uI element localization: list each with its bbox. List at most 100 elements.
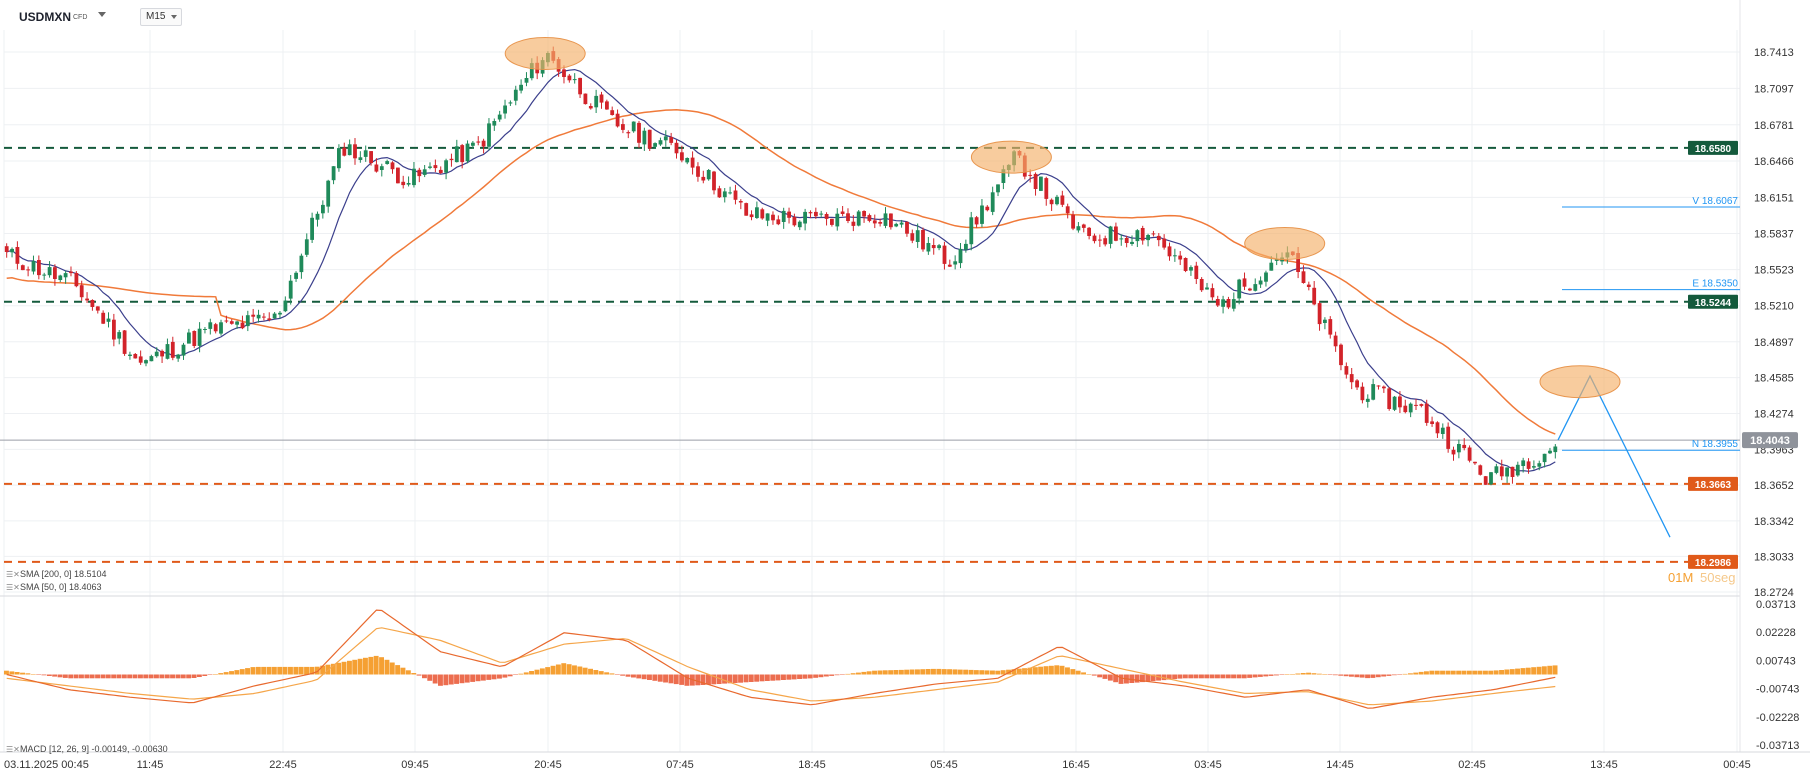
macd-histogram-bar bbox=[1268, 674, 1274, 676]
macd-histogram-bar bbox=[834, 674, 840, 676]
macd-histogram-bar bbox=[320, 665, 326, 675]
macd-histogram-bar bbox=[330, 663, 336, 675]
candle-body bbox=[1317, 303, 1322, 325]
candle-body bbox=[1199, 279, 1204, 291]
macd-histogram-bar bbox=[754, 674, 760, 682]
candle-body bbox=[1173, 255, 1177, 257]
macd-histogram-bar bbox=[1434, 670, 1440, 675]
macd-histogram-bar bbox=[159, 674, 165, 679]
macd-histogram-bar bbox=[952, 669, 958, 675]
candle-body bbox=[519, 84, 523, 91]
macd-histogram-bar bbox=[1091, 674, 1097, 676]
macd-legend[interactable]: ☰✕MACD [12, 26, 9] -0.00149, -0.00630 bbox=[6, 744, 168, 754]
timeframe-selector[interactable]: M15 bbox=[140, 8, 183, 26]
settings-close-icon[interactable]: ☰✕ bbox=[6, 570, 20, 579]
candle-body bbox=[572, 79, 577, 81]
settings-close-icon[interactable]: ☰✕ bbox=[6, 745, 20, 754]
resistance-level-1-tag bbox=[1688, 140, 1738, 155]
candle-body bbox=[144, 360, 148, 364]
macd-histogram-bar bbox=[604, 672, 610, 675]
macd-histogram-bar bbox=[1440, 670, 1445, 675]
macd-histogram-bar bbox=[459, 674, 465, 684]
candle-body bbox=[1521, 460, 1526, 466]
support-level-1-tag-label: 18.3663 bbox=[1695, 480, 1732, 491]
candle-body bbox=[728, 192, 732, 194]
macd-histogram-bar bbox=[432, 674, 438, 684]
candle-body bbox=[1382, 386, 1386, 389]
candle-body bbox=[390, 162, 395, 170]
candle-body bbox=[1076, 226, 1081, 231]
candle-body bbox=[942, 245, 947, 264]
macd-histogram-bar bbox=[304, 666, 309, 675]
candle-body bbox=[1457, 444, 1461, 453]
macd-histogram-bar bbox=[411, 673, 417, 675]
candle-body bbox=[1355, 380, 1359, 388]
sma50-legend[interactable]: ☰✕SMA [50, 0] 18.4063 bbox=[6, 582, 102, 592]
candle-body bbox=[1274, 259, 1279, 261]
macd-histogram-bar bbox=[68, 674, 74, 679]
macd-histogram-bar bbox=[1483, 670, 1488, 675]
macd-histogram-bar bbox=[539, 668, 545, 675]
macd-histogram-bar bbox=[255, 666, 261, 675]
candle-body bbox=[235, 321, 239, 325]
macd-histogram-bar bbox=[807, 674, 813, 679]
macd-histogram-bar bbox=[550, 665, 556, 675]
candle-body bbox=[240, 322, 245, 329]
candle-body bbox=[1156, 235, 1161, 241]
macd-histogram-bar bbox=[990, 670, 995, 675]
candle-body bbox=[996, 184, 1000, 193]
macd-histogram-bar bbox=[196, 674, 202, 677]
price-tick-label: 18.7097 bbox=[1754, 83, 1794, 95]
candle-body bbox=[256, 314, 261, 319]
candle-body bbox=[706, 170, 711, 180]
time-tick-label: 11:45 bbox=[137, 759, 164, 771]
candle-body bbox=[444, 160, 448, 173]
macd-histogram-bar bbox=[14, 672, 20, 675]
macd-histogram-bar bbox=[138, 674, 143, 679]
candle-body bbox=[1414, 404, 1418, 406]
support-level-2-tag-label: 18.2986 bbox=[1695, 558, 1732, 569]
macd-histogram-bar bbox=[1150, 674, 1156, 682]
macd-histogram-bar bbox=[1370, 674, 1376, 678]
candle-body bbox=[15, 247, 20, 264]
macd-histogram-bar bbox=[1290, 674, 1295, 675]
candle-body bbox=[492, 121, 497, 126]
candle-body bbox=[594, 95, 599, 108]
macd-histogram-bar bbox=[20, 672, 25, 675]
candle-body bbox=[578, 77, 582, 95]
sma200-legend[interactable]: ☰✕SMA [200, 0] 18.5104 bbox=[6, 569, 107, 579]
candle-body bbox=[599, 94, 604, 103]
macd-histogram-bar bbox=[368, 656, 374, 675]
macd-histogram-bar bbox=[861, 671, 867, 675]
highlight-ellipses bbox=[504, 37, 1326, 260]
symbol-dropdown-chevron-icon[interactable] bbox=[98, 12, 106, 17]
macd-histogram-bar bbox=[62, 674, 68, 678]
candle-body bbox=[1301, 271, 1306, 283]
symbol-name[interactable]: USDMXN bbox=[19, 10, 72, 24]
macd-histogram-bar bbox=[716, 674, 722, 684]
candle-body bbox=[203, 329, 207, 330]
macd-histogram-bar bbox=[1552, 665, 1558, 675]
macd-histogram-bar bbox=[1493, 670, 1499, 675]
projection-lines: V 18.6067 E 18.5350 N 18.3955 bbox=[1539, 196, 1740, 538]
candle-body bbox=[1510, 466, 1515, 477]
candle-body bbox=[79, 285, 84, 298]
macd-histogram-bar bbox=[1043, 666, 1049, 675]
macd-histogram-bar bbox=[1375, 674, 1381, 678]
macd-histogram-bar bbox=[357, 658, 363, 675]
macd-histogram-bar bbox=[277, 666, 283, 675]
macd-histogram-bar bbox=[1156, 674, 1161, 681]
candle-body bbox=[331, 166, 336, 181]
candle-body bbox=[406, 183, 411, 185]
instrument-type: CFD bbox=[73, 14, 88, 21]
macd-histogram-bar bbox=[154, 674, 159, 679]
candle-body bbox=[1124, 238, 1129, 243]
settings-close-icon[interactable]: ☰✕ bbox=[6, 583, 20, 592]
candle-body bbox=[717, 188, 722, 198]
candle-body bbox=[353, 144, 357, 159]
candle-body bbox=[449, 158, 454, 161]
macd-histogram-bar bbox=[679, 674, 685, 685]
macd-histogram-bar bbox=[1274, 674, 1279, 676]
resistance-level-2-tag-label: 18.5244 bbox=[1695, 298, 1732, 309]
